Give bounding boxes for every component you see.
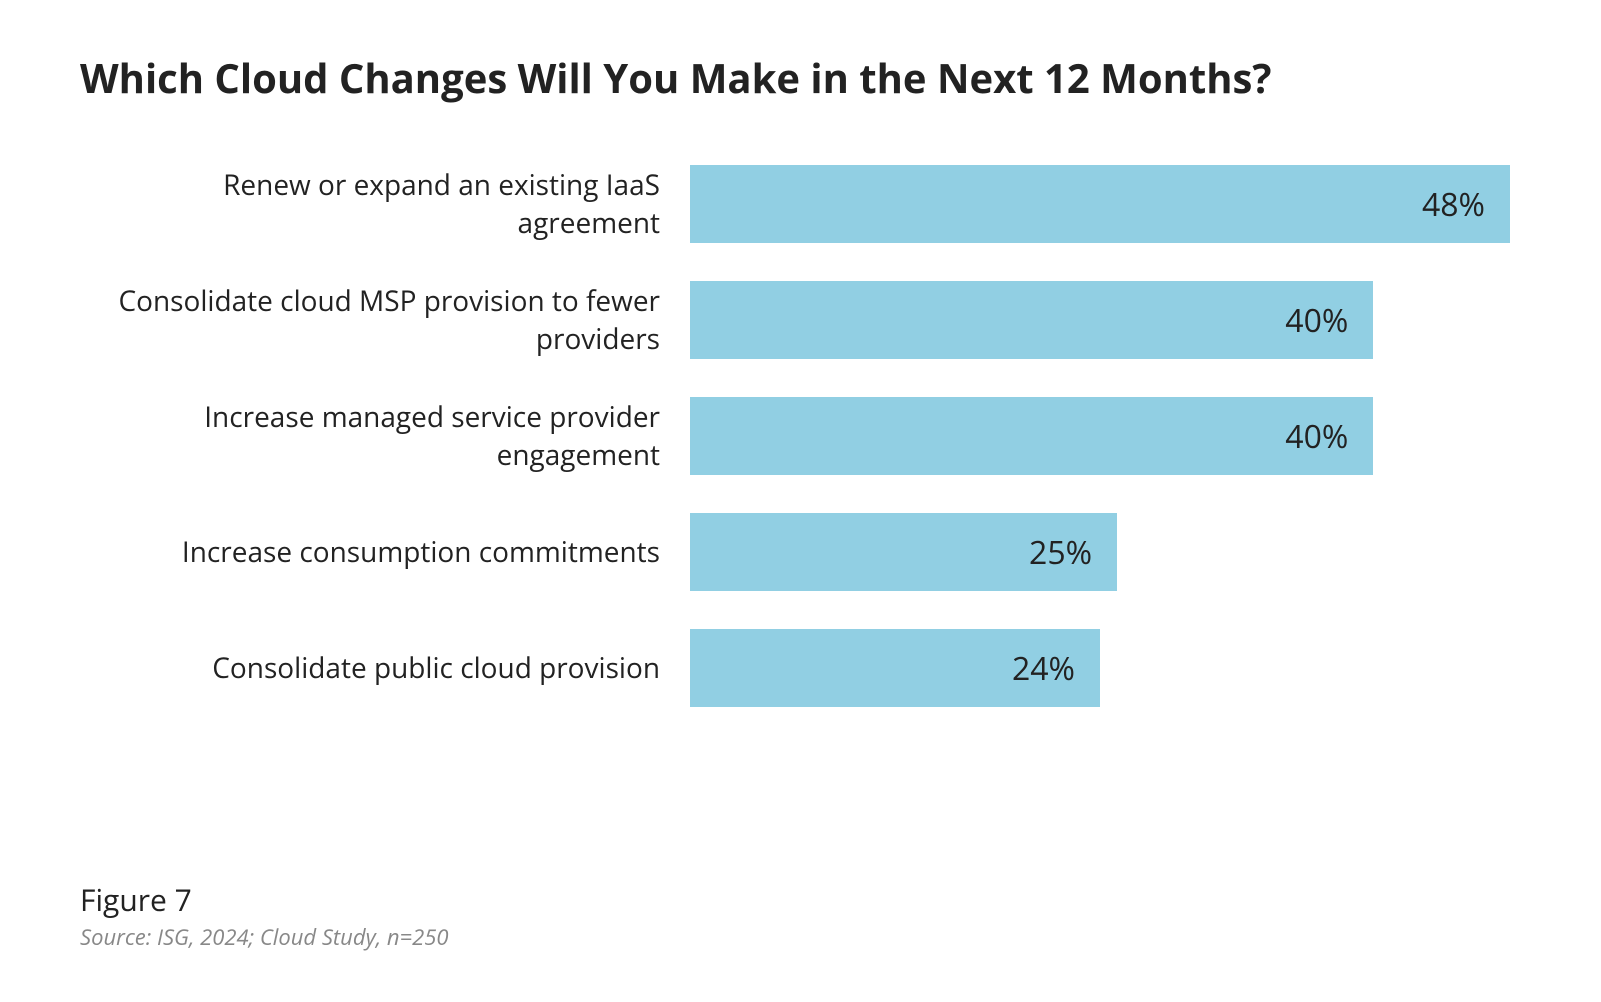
bar: 40% [690, 397, 1373, 475]
bar-container: 24% [690, 629, 1510, 707]
bar-row: Increase managed service provider engage… [80, 397, 1520, 475]
bar-label: Increase managed service provider engage… [80, 398, 690, 474]
bar-value: 24% [1012, 647, 1075, 690]
chart-footer: Figure 7 Source: ISG, 2024; Cloud Study,… [80, 879, 448, 952]
chart-area: Renew or expand an existing IaaS agreeme… [80, 165, 1520, 707]
bar-value: 25% [1029, 531, 1092, 574]
bar-container: 48% [690, 165, 1510, 243]
bar: 24% [690, 629, 1100, 707]
bar: 48% [690, 165, 1510, 243]
bar-label: Increase consumption commitments [80, 533, 690, 571]
bar-label: Consolidate public cloud provision [80, 649, 690, 687]
bar-value: 40% [1285, 415, 1348, 458]
bar-row: Increase consumption commitments 25% [80, 513, 1520, 591]
bar: 40% [690, 281, 1373, 359]
source-label: Source: ISG, 2024; Cloud Study, n=250 [80, 922, 448, 952]
bar-row: Renew or expand an existing IaaS agreeme… [80, 165, 1520, 243]
bar-container: 40% [690, 397, 1510, 475]
bar-label: Renew or expand an existing IaaS agreeme… [80, 166, 690, 242]
bar: 25% [690, 513, 1117, 591]
figure-label: Figure 7 [80, 879, 448, 920]
bar-value: 40% [1285, 299, 1348, 342]
bar-container: 40% [690, 281, 1510, 359]
bar-row: Consolidate public cloud provision 24% [80, 629, 1520, 707]
bar-row: Consolidate cloud MSP provision to fewer… [80, 281, 1520, 359]
bar-label: Consolidate cloud MSP provision to fewer… [80, 282, 690, 358]
chart-title: Which Cloud Changes Will You Make in the… [80, 50, 1521, 105]
bar-container: 25% [690, 513, 1510, 591]
bar-value: 48% [1422, 183, 1485, 226]
